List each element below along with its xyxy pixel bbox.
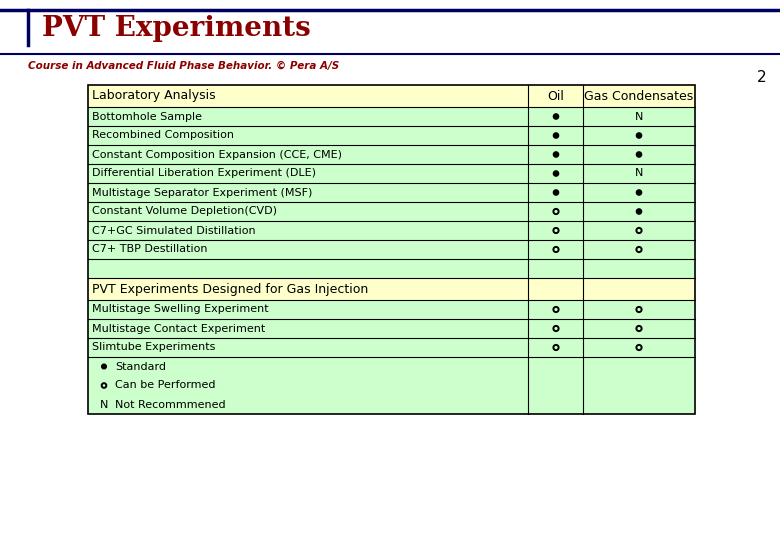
FancyBboxPatch shape: [88, 107, 695, 259]
Text: Slimtube Experiments: Slimtube Experiments: [92, 342, 215, 353]
Circle shape: [636, 190, 642, 195]
Text: N: N: [100, 400, 108, 409]
Text: Bottomhole Sample: Bottomhole Sample: [92, 111, 202, 122]
Circle shape: [553, 152, 558, 157]
Text: Constant Composition Expansion (CCE, CME): Constant Composition Expansion (CCE, CME…: [92, 150, 342, 159]
Text: N: N: [635, 168, 644, 179]
Text: Can be Performed: Can be Performed: [115, 381, 215, 390]
Text: Standard: Standard: [115, 361, 166, 372]
Text: N: N: [635, 111, 644, 122]
Text: Differential Liberation Experiment (DLE): Differential Liberation Experiment (DLE): [92, 168, 316, 179]
Text: Multistage Separator Experiment (MSF): Multistage Separator Experiment (MSF): [92, 187, 312, 198]
Text: Not Recommmened: Not Recommmened: [115, 400, 225, 409]
Circle shape: [636, 209, 642, 214]
Text: Constant Volume Depletion(CVD): Constant Volume Depletion(CVD): [92, 206, 277, 217]
FancyBboxPatch shape: [88, 278, 528, 300]
Text: C7+ TBP Destillation: C7+ TBP Destillation: [92, 245, 207, 254]
Text: Multistage Contact Experiment: Multistage Contact Experiment: [92, 323, 265, 334]
Text: Gas Condensates: Gas Condensates: [584, 90, 693, 103]
Text: C7+GC Simulated Distillation: C7+GC Simulated Distillation: [92, 226, 256, 235]
Circle shape: [636, 152, 642, 157]
FancyBboxPatch shape: [88, 300, 695, 414]
FancyBboxPatch shape: [528, 278, 583, 300]
Circle shape: [553, 190, 558, 195]
FancyBboxPatch shape: [583, 278, 695, 300]
FancyBboxPatch shape: [583, 85, 695, 107]
Text: PVT Experiments: PVT Experiments: [42, 16, 310, 43]
FancyBboxPatch shape: [528, 85, 583, 107]
Text: Oil: Oil: [548, 90, 565, 103]
Text: PVT Experiments Designed for Gas Injection: PVT Experiments Designed for Gas Injecti…: [92, 282, 368, 295]
Text: Laboratory Analysis: Laboratory Analysis: [92, 90, 215, 103]
FancyBboxPatch shape: [88, 85, 528, 107]
Circle shape: [553, 133, 558, 138]
Text: 2: 2: [757, 71, 767, 85]
Circle shape: [636, 133, 642, 138]
Circle shape: [553, 114, 558, 119]
Circle shape: [101, 364, 106, 369]
Text: Recombined Composition: Recombined Composition: [92, 131, 234, 140]
Circle shape: [553, 171, 558, 176]
Text: Multistage Swelling Experiment: Multistage Swelling Experiment: [92, 305, 268, 314]
Text: Course in Advanced Fluid Phase Behavior. © Pera A/S: Course in Advanced Fluid Phase Behavior.…: [28, 61, 339, 71]
FancyBboxPatch shape: [88, 259, 695, 278]
